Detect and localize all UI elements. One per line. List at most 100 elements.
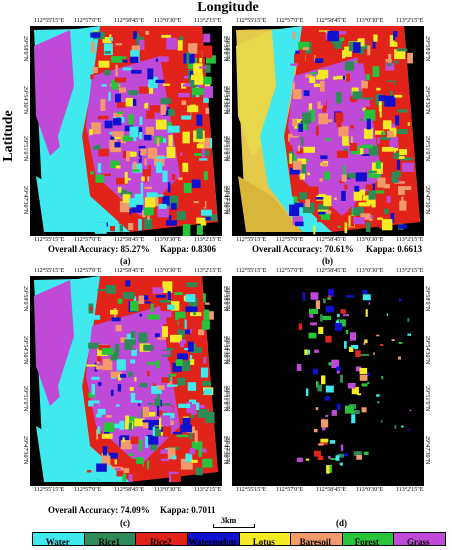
lat-tick-label: 29°47'30"N [224, 436, 230, 465]
field-patch [298, 41, 310, 50]
field-patch [131, 348, 137, 357]
field-patch [336, 75, 347, 80]
field-patch [184, 348, 189, 351]
field-patch [335, 455, 340, 461]
field-patch [177, 353, 188, 360]
field-patch [134, 418, 145, 427]
field-patch [89, 129, 93, 136]
field-patch [340, 374, 343, 383]
field-patch [170, 203, 177, 210]
field-patch [114, 77, 127, 83]
lat-tick-label: 29°51'0"N [224, 136, 230, 162]
lon-tick-label: 113°2'15"E [396, 268, 424, 274]
field-patch [361, 407, 367, 413]
field-patch [146, 362, 158, 365]
field-patch [196, 341, 209, 348]
field-patch [394, 181, 405, 184]
field-patch [315, 300, 321, 310]
field-patch [313, 450, 322, 457]
field-patch [386, 313, 389, 316]
field-patch [196, 128, 203, 139]
lon-tick-label: 112°58'45"E [316, 18, 347, 24]
field-patch [196, 217, 206, 224]
field-patch [205, 214, 217, 221]
field-patch [124, 171, 128, 184]
field-patch [368, 190, 376, 200]
field-patch [373, 34, 378, 42]
field-patch [93, 403, 100, 408]
lat-tick-label: 29°54'30"N [22, 336, 28, 365]
field-patch [325, 138, 331, 141]
field-patch [167, 447, 176, 460]
field-patch [407, 122, 410, 126]
field-patch [352, 97, 355, 103]
field-patch [351, 201, 355, 209]
field-patch [343, 453, 348, 457]
field-patch [344, 46, 352, 57]
field-patch [149, 105, 160, 113]
field-patch [319, 211, 331, 220]
field-patch [340, 319, 346, 327]
field-patch [336, 117, 342, 128]
field-patch [305, 199, 311, 207]
field-patch [97, 115, 109, 120]
field-patch [310, 292, 319, 300]
field-patch [327, 119, 333, 123]
lon-tick-label: 112°57'0"E [276, 237, 304, 243]
field-patch [331, 410, 337, 416]
lon-tick-label: 112°58'45"E [316, 268, 347, 274]
lon-tick-label: 112°58'45"E [316, 487, 347, 493]
legend-swatch-lotus [239, 533, 292, 545]
field-patch [335, 112, 344, 123]
field-patch [289, 204, 300, 216]
field-patch [379, 107, 382, 118]
field-patch [176, 211, 186, 221]
field-patch [296, 457, 303, 463]
field-patch [94, 30, 97, 33]
field-patch [317, 216, 321, 223]
field-patch [175, 359, 183, 367]
field-patch [128, 453, 134, 456]
field-patch [147, 314, 160, 320]
field-patch [196, 143, 204, 149]
field-patch [317, 209, 329, 212]
field-patch [117, 298, 123, 304]
field-patch [203, 95, 209, 103]
field-patch [110, 309, 118, 315]
field-patch [153, 427, 161, 437]
classification-map-b [232, 26, 424, 236]
field-patch [348, 41, 357, 52]
field-patch [298, 323, 303, 330]
field-patch [88, 392, 96, 398]
field-patch [355, 172, 367, 182]
field-patch [111, 79, 119, 90]
lat-tick-label: 29°47'30"N [22, 186, 28, 215]
field-patch [362, 294, 371, 301]
field-patch [199, 199, 205, 208]
field-patch [97, 408, 106, 415]
field-patch [342, 75, 346, 80]
field-patch [297, 148, 309, 153]
field-patch [394, 424, 397, 429]
field-patch [198, 448, 202, 457]
field-patch [190, 355, 193, 361]
field-patch [344, 341, 347, 349]
field-patch [129, 387, 134, 391]
field-patch [155, 156, 167, 159]
field-patch [104, 51, 111, 54]
field-patch [131, 45, 140, 52]
legend-swatch-watermelon [187, 533, 240, 545]
field-patch [295, 221, 304, 227]
field-patch [292, 82, 295, 91]
field-patch [375, 130, 385, 135]
accuracy-b: Overall Accuracy: 70.61% [252, 244, 354, 254]
field-patch [401, 157, 413, 161]
field-patch [98, 148, 109, 157]
field-patch [112, 423, 122, 429]
field-patch [315, 125, 319, 136]
field-patch [314, 428, 318, 433]
field-patch [115, 93, 121, 103]
field-patch [126, 151, 130, 162]
field-patch [138, 150, 142, 163]
field-patch [128, 90, 139, 96]
